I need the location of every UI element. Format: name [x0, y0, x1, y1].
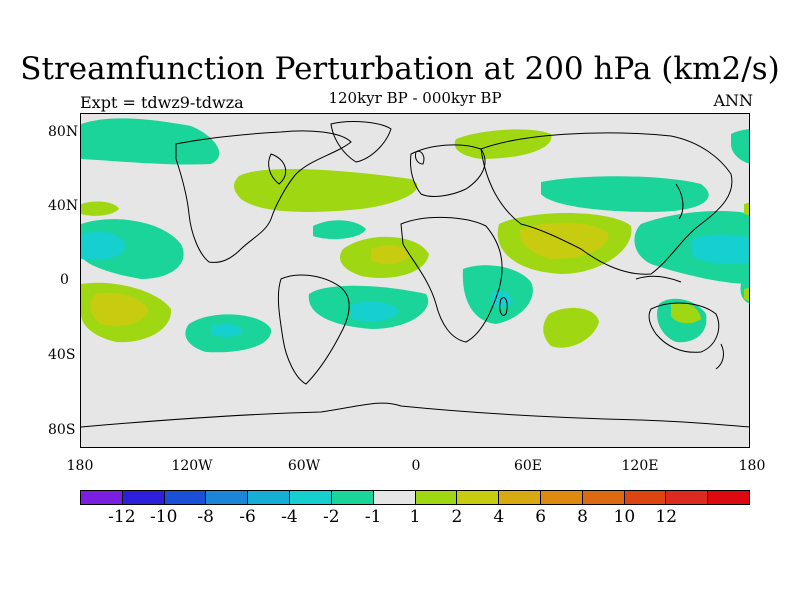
colorbar-label: -10: [150, 507, 178, 527]
colorbar-label: 6: [535, 507, 547, 527]
coast-japan: [675, 183, 684, 220]
pos-arctic-asia: [454, 129, 552, 159]
neg-atlantic-small: [313, 220, 366, 240]
map-panel: [80, 113, 750, 448]
colorbar-box: [122, 491, 165, 504]
neg-s-atlantic-core: [351, 301, 399, 322]
colorbar-label: 12: [655, 507, 678, 527]
lat-label-80s: 80S: [48, 422, 76, 438]
colorbar-label: -12: [108, 507, 136, 527]
colorbar-box: [206, 491, 249, 504]
colorbar-box: [164, 491, 207, 504]
neg-w-pacific-small: [81, 201, 119, 216]
colorbar-box: [499, 491, 541, 504]
colorbar-box: [624, 491, 667, 504]
zero-background: [81, 114, 749, 447]
coast-asia: [480, 132, 733, 275]
coast-north-america: [175, 130, 352, 263]
pos-s-indian: [543, 307, 599, 348]
neg-w-pacific-core: [691, 234, 749, 264]
colorbar-box: [582, 491, 625, 504]
chart-subtitle: 120kyr BP - 000kyr BP: [328, 89, 502, 107]
lat-label-40s: 40S: [48, 347, 76, 363]
colorbar-label: 2: [451, 507, 463, 527]
chart-title: Streamfunction Perturbation at 200 hPa (…: [20, 51, 780, 87]
coast-madagascar: [499, 297, 508, 316]
coastlines: [81, 121, 749, 428]
colorbar-label: -6: [239, 507, 256, 527]
colorbar-box: [457, 491, 500, 504]
coast-nz: [715, 343, 724, 370]
lon-label-0: 0: [411, 458, 421, 474]
colorbar-label: 4: [493, 507, 505, 527]
lat-label-80n: 80N: [48, 124, 79, 140]
coast-africa: [400, 217, 503, 343]
pos-e-edge2: [744, 287, 749, 302]
coast-europe: [410, 144, 486, 197]
colorbar-box: [666, 491, 709, 504]
neg-nw-pacific-core: [81, 231, 126, 261]
streamfunction-map: [81, 114, 749, 447]
pos-e-edge: [744, 202, 749, 216]
colorbar-label: -4: [281, 507, 298, 527]
neg-w-pacific: [634, 211, 749, 284]
coast-greenland: [330, 121, 392, 163]
lon-label-60w: 60W: [287, 458, 321, 474]
contour-fills: [81, 118, 749, 353]
lat-label-0: 0: [60, 272, 69, 288]
neg-s-pacific-core: [211, 324, 243, 337]
colorbar-label: -2: [322, 507, 340, 527]
coast-uk: [415, 150, 425, 165]
colorbar-label: -8: [197, 507, 214, 527]
colorbar-label: 1: [409, 507, 421, 527]
lat-label-40n: 40N: [48, 198, 79, 214]
pos-australia-core: [671, 302, 701, 324]
colorbar: [80, 490, 750, 505]
colorbar-label: 8: [577, 507, 588, 527]
coast-australia: [648, 302, 720, 353]
lon-label-60e: 60E: [513, 458, 543, 474]
coast-south-america: [277, 274, 350, 385]
lon-label-180e: 180: [738, 458, 766, 474]
lon-label-180w: 180: [66, 458, 94, 474]
colorbar-label: -1: [364, 507, 382, 527]
lon-label-120w: 120W: [171, 458, 213, 474]
neg-arctic-region: [81, 118, 220, 165]
colorbar-box: [373, 491, 416, 504]
colorbar-box: [415, 491, 458, 504]
colorbar-box: [248, 491, 291, 504]
coast-hudson: [268, 153, 287, 185]
pos-s-pacific-core: [90, 292, 149, 326]
coast-antarctica: [81, 402, 749, 428]
colorbar-box: [81, 491, 123, 504]
colorbar-box: [708, 491, 749, 504]
lon-label-120e: 120E: [621, 458, 659, 474]
colorbar-label: 10: [613, 507, 636, 527]
colorbar-box: [331, 491, 374, 504]
colorbar-box: [290, 491, 332, 504]
experiment-label: Expt = tdwz9-tdwza: [80, 93, 244, 112]
season-label: ANN: [713, 91, 753, 110]
neg-ne-arctic: [731, 129, 749, 164]
coast-indonesia: [635, 275, 682, 283]
neg-central-asia: [541, 176, 709, 212]
colorbar-box: [540, 491, 583, 504]
pos-n-atlantic-core: [371, 244, 409, 265]
pos-north-america: [234, 168, 418, 212]
